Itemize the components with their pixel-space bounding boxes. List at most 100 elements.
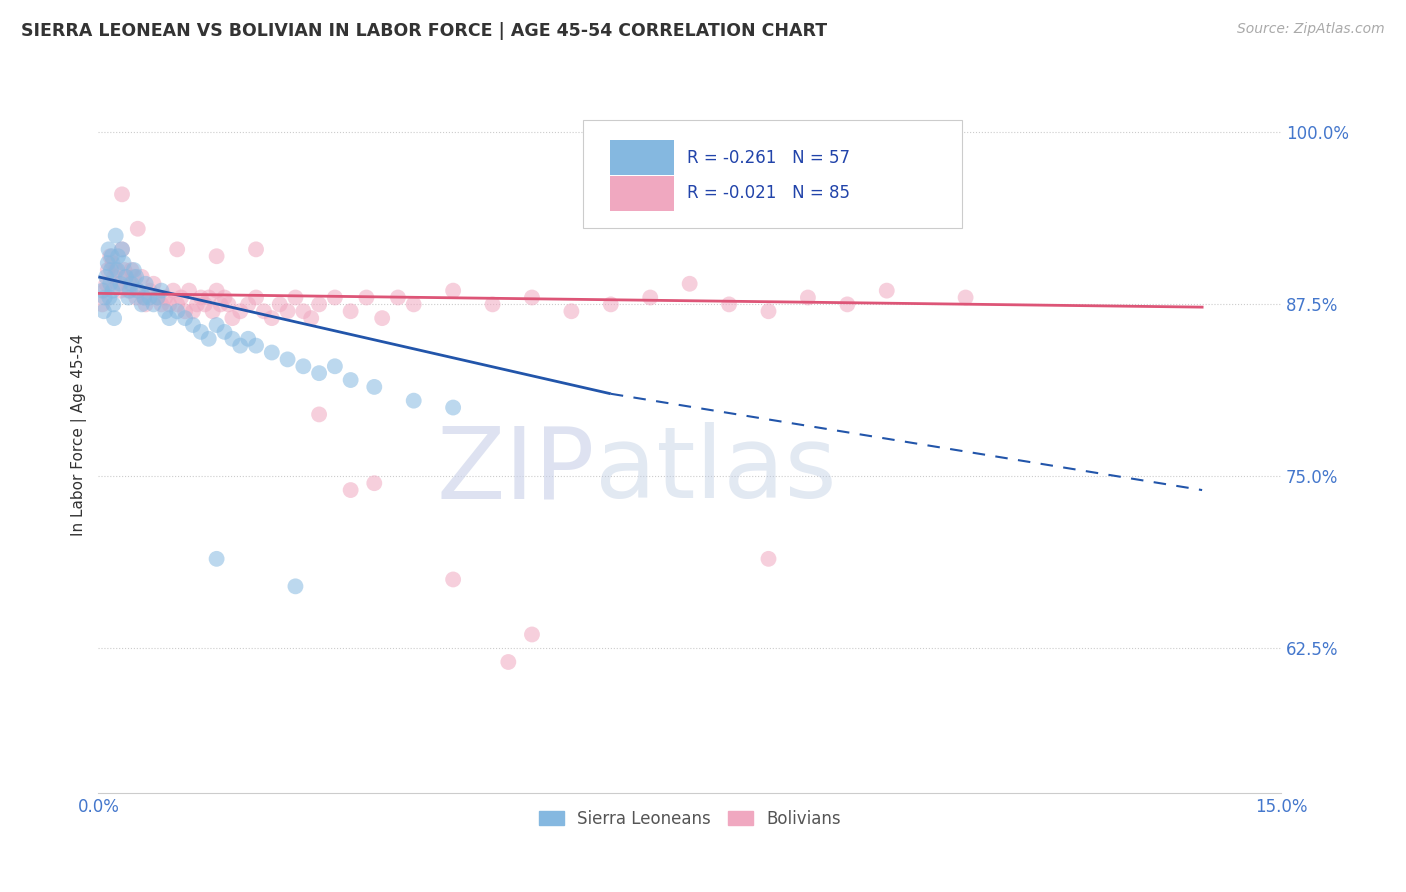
Point xyxy=(299,311,322,326)
Point xyxy=(339,373,361,387)
Text: R = -0.261   N = 57: R = -0.261 N = 57 xyxy=(688,149,851,167)
Point xyxy=(221,332,243,346)
Point xyxy=(955,291,977,305)
Point xyxy=(93,304,115,318)
Point xyxy=(97,256,120,270)
Point xyxy=(363,380,385,394)
Point xyxy=(363,476,385,491)
Point xyxy=(214,325,236,339)
Point xyxy=(121,277,143,291)
Point xyxy=(150,284,173,298)
Point xyxy=(138,284,160,298)
Point xyxy=(245,338,267,352)
Point xyxy=(441,401,464,415)
Point xyxy=(758,551,780,566)
Point xyxy=(93,284,115,298)
Point xyxy=(105,263,128,277)
Point xyxy=(520,291,543,305)
Point xyxy=(110,277,132,291)
Point xyxy=(111,243,134,257)
Point xyxy=(112,256,135,270)
Point xyxy=(284,579,307,593)
Point xyxy=(110,284,132,298)
Point xyxy=(132,291,155,305)
Point xyxy=(174,304,197,318)
Point xyxy=(197,291,219,305)
Point xyxy=(323,359,346,374)
Point xyxy=(142,297,165,311)
Point xyxy=(214,291,236,305)
Point xyxy=(186,297,208,311)
Point xyxy=(98,291,121,305)
Point xyxy=(97,263,120,277)
Point xyxy=(118,277,141,291)
Point xyxy=(217,297,239,311)
Point xyxy=(356,291,378,305)
Point xyxy=(229,338,252,352)
Point xyxy=(190,325,212,339)
Point xyxy=(100,263,122,277)
Text: SIERRA LEONEAN VS BOLIVIAN IN LABOR FORCE | AGE 45-54 CORRELATION CHART: SIERRA LEONEAN VS BOLIVIAN IN LABOR FORC… xyxy=(21,22,827,40)
Point xyxy=(104,263,127,277)
Point xyxy=(157,311,180,326)
Point xyxy=(229,304,252,318)
FancyBboxPatch shape xyxy=(583,120,962,227)
Point xyxy=(197,332,219,346)
Point xyxy=(221,311,243,326)
Point xyxy=(181,304,204,318)
Point xyxy=(162,284,184,298)
Point xyxy=(115,269,138,284)
FancyBboxPatch shape xyxy=(610,176,675,211)
Point xyxy=(135,277,157,291)
Point xyxy=(155,304,177,318)
Point xyxy=(520,627,543,641)
Point xyxy=(292,359,315,374)
Point xyxy=(638,291,661,305)
Point xyxy=(146,291,169,305)
Point xyxy=(101,256,124,270)
Point xyxy=(150,297,173,311)
Point xyxy=(127,221,149,235)
Point xyxy=(209,297,232,311)
Point xyxy=(122,269,145,284)
Point xyxy=(560,304,582,318)
Point xyxy=(96,277,118,291)
Point xyxy=(91,284,114,298)
Point xyxy=(797,291,820,305)
Point xyxy=(125,269,148,284)
Point xyxy=(98,277,121,291)
Point xyxy=(104,228,127,243)
Point xyxy=(323,291,346,305)
Point xyxy=(339,304,361,318)
Point xyxy=(387,291,409,305)
Point xyxy=(498,655,520,669)
Point xyxy=(371,311,394,326)
Point xyxy=(194,297,217,311)
Point xyxy=(100,249,122,263)
Y-axis label: In Labor Force | Age 45-54: In Labor Force | Age 45-54 xyxy=(72,334,87,536)
Point xyxy=(142,277,165,291)
Point xyxy=(441,284,464,298)
Point xyxy=(441,573,464,587)
Point xyxy=(103,269,125,284)
Point xyxy=(103,297,125,311)
Point xyxy=(132,291,155,305)
Point xyxy=(758,304,780,318)
Point xyxy=(269,297,291,311)
Point xyxy=(127,284,149,298)
Text: ZIP: ZIP xyxy=(437,422,595,519)
Point xyxy=(93,291,115,305)
Point xyxy=(174,311,197,326)
Point xyxy=(837,297,859,311)
Point xyxy=(170,291,193,305)
Point xyxy=(118,284,141,298)
Point xyxy=(339,483,361,497)
Point xyxy=(308,408,330,422)
Point xyxy=(205,551,228,566)
Point xyxy=(205,284,228,298)
Point xyxy=(718,297,741,311)
Point xyxy=(117,291,139,305)
Point xyxy=(876,284,898,298)
Point xyxy=(481,297,503,311)
Point xyxy=(131,297,153,311)
